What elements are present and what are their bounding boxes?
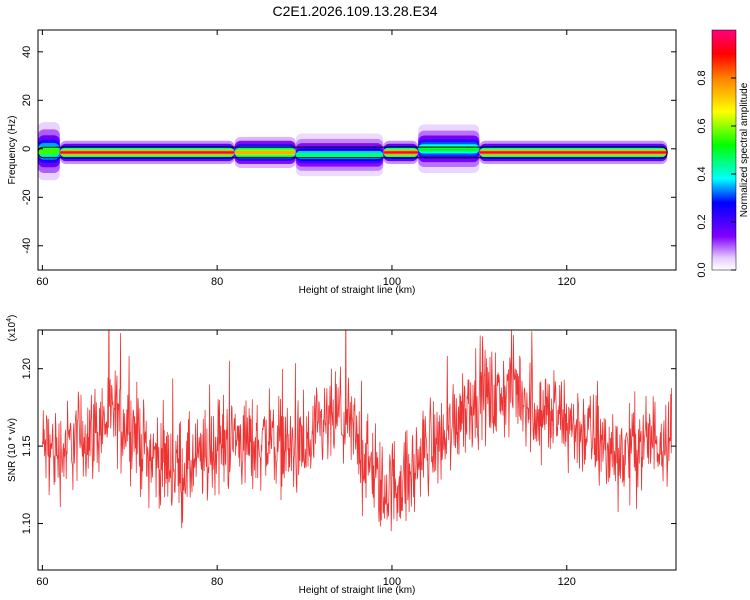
snr-scale-base: (x10 bbox=[7, 321, 18, 341]
spectrogram-y-tick-label: 20 bbox=[21, 94, 33, 106]
spectrogram-band-1-level-6 bbox=[59, 151, 235, 154]
spectrogram-band-outline bbox=[38, 146, 668, 159]
spectrogram-band-6-level-6 bbox=[479, 151, 668, 154]
snr-scale-label: (x104) bbox=[6, 315, 18, 342]
colorbar: 0.0 0.2 0.4 0.6 0.8 Normalized spectral ampl… bbox=[696, 29, 750, 278]
snr-x-tick-label: 80 bbox=[211, 576, 223, 588]
spectrogram-band-3-level-6 bbox=[295, 152, 384, 157]
colorbar-tick-label: 0.6 bbox=[696, 118, 708, 133]
spectrogram-plot-area bbox=[38, 122, 668, 181]
spectrogram-band-0-level-6 bbox=[38, 148, 60, 155]
snr-y-ticks: 1.10 1.15 1.20 bbox=[21, 358, 676, 534]
snr-y-tick-label: 1.10 bbox=[21, 513, 33, 534]
colorbar-gradient bbox=[711, 29, 737, 271]
snr-x-tick-label: 60 bbox=[36, 576, 48, 588]
spectrogram-y-tick-label: -40 bbox=[21, 238, 33, 254]
spectrogram-x-tick-label: 100 bbox=[383, 276, 401, 288]
colorbar-tick-label: 0.0 bbox=[696, 262, 708, 277]
snr-scale-exp: 4 bbox=[6, 318, 13, 322]
spectrogram-x-ticks: 60 80 100 120 bbox=[36, 30, 576, 288]
colorbar-tick-label: 0.8 bbox=[696, 70, 708, 85]
spectrogram-y-ticks: 40 20 0 -20 -40 bbox=[21, 46, 676, 254]
spectrogram-x-tick-label: 60 bbox=[36, 276, 48, 288]
spectrogram-band-2-level-6 bbox=[234, 150, 296, 154]
spectrogram-x-tick-label: 80 bbox=[211, 276, 223, 288]
snr-y-label: SNR (10 * v/v) bbox=[7, 418, 18, 482]
snr-y-tick-label: 1.20 bbox=[21, 358, 33, 379]
spectrogram-y-tick-label: 40 bbox=[21, 46, 33, 58]
snr-panel: 60 80 100 120 1.10 1.15 1.20 Height of straig… bbox=[6, 315, 677, 596]
spectrogram-frame bbox=[37, 29, 677, 271]
colorbar-tick-label: 0.4 bbox=[696, 166, 708, 181]
snr-x-tick-label: 100 bbox=[383, 576, 401, 588]
snr-plot-area bbox=[42, 330, 672, 532]
snr-series-line bbox=[42, 330, 672, 532]
colorbar-tick-label: 0.2 bbox=[696, 214, 708, 229]
snr-y-tick-label: 1.15 bbox=[21, 435, 33, 456]
spectrogram-y-label: Frequency (Hz) bbox=[7, 116, 18, 185]
spectrogram-x-tick-label: 120 bbox=[558, 276, 576, 288]
colorbar-ticks: 0.0 0.2 0.4 0.6 0.8 bbox=[696, 70, 736, 278]
spectrogram-y-tick-label: 0 bbox=[21, 146, 33, 152]
spectrogram-x-label: Height of straight line (km) bbox=[299, 285, 416, 296]
snr-scale-close: ) bbox=[7, 315, 18, 318]
spectrogram-band-4-level-6 bbox=[383, 151, 419, 154]
snr-frame bbox=[37, 329, 677, 571]
snr-x-ticks: 60 80 100 120 bbox=[36, 330, 576, 588]
colorbar-label: Normalized spectral amplitude bbox=[739, 82, 750, 217]
snr-x-label: Height of straight line (km) bbox=[299, 585, 416, 596]
spectrogram-y-tick-label: -20 bbox=[21, 189, 33, 205]
snr-x-tick-label: 120 bbox=[558, 576, 576, 588]
spectrogram-panel: 60 80 100 120 40 20 0 -20 -40 Height of straigh… bbox=[7, 29, 677, 296]
chart-title: C2E1.2026.109.13.28.E34 bbox=[272, 3, 437, 19]
